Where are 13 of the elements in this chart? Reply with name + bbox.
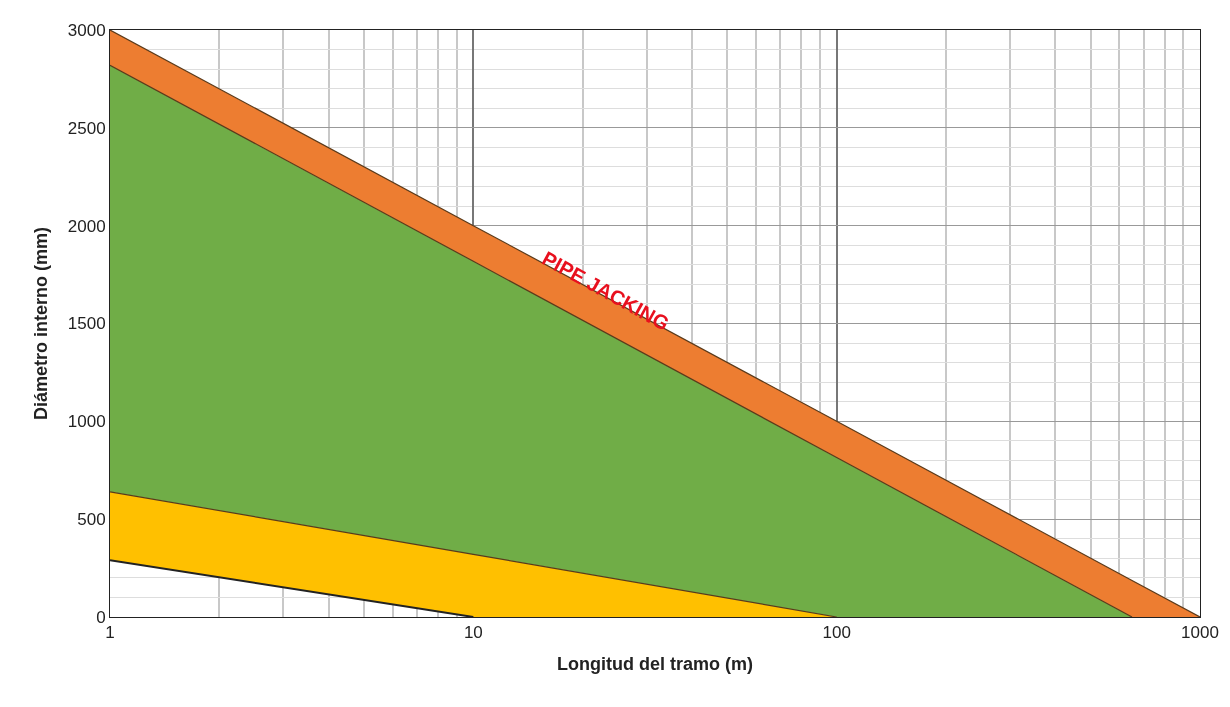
- y-tick-label: 0: [96, 607, 106, 627]
- y-tick-label: 500: [77, 510, 106, 530]
- y-tick-label: 2000: [67, 216, 106, 236]
- y-axis-title: Diámetro interno (mm): [30, 226, 51, 421]
- x-axis-title: Longitud del tramo (m): [557, 653, 753, 674]
- x-tick-label: 1000: [1181, 623, 1219, 643]
- x-tick-label: 1: [105, 623, 115, 643]
- y-tick-label: 2500: [67, 118, 106, 138]
- y-tick-label: 3000: [67, 20, 106, 40]
- y-tick-label: 1000: [67, 412, 106, 432]
- x-tick-label: 100: [822, 623, 851, 643]
- x-tick-label: 10: [463, 623, 483, 643]
- y-tick-label: 1500: [67, 314, 106, 334]
